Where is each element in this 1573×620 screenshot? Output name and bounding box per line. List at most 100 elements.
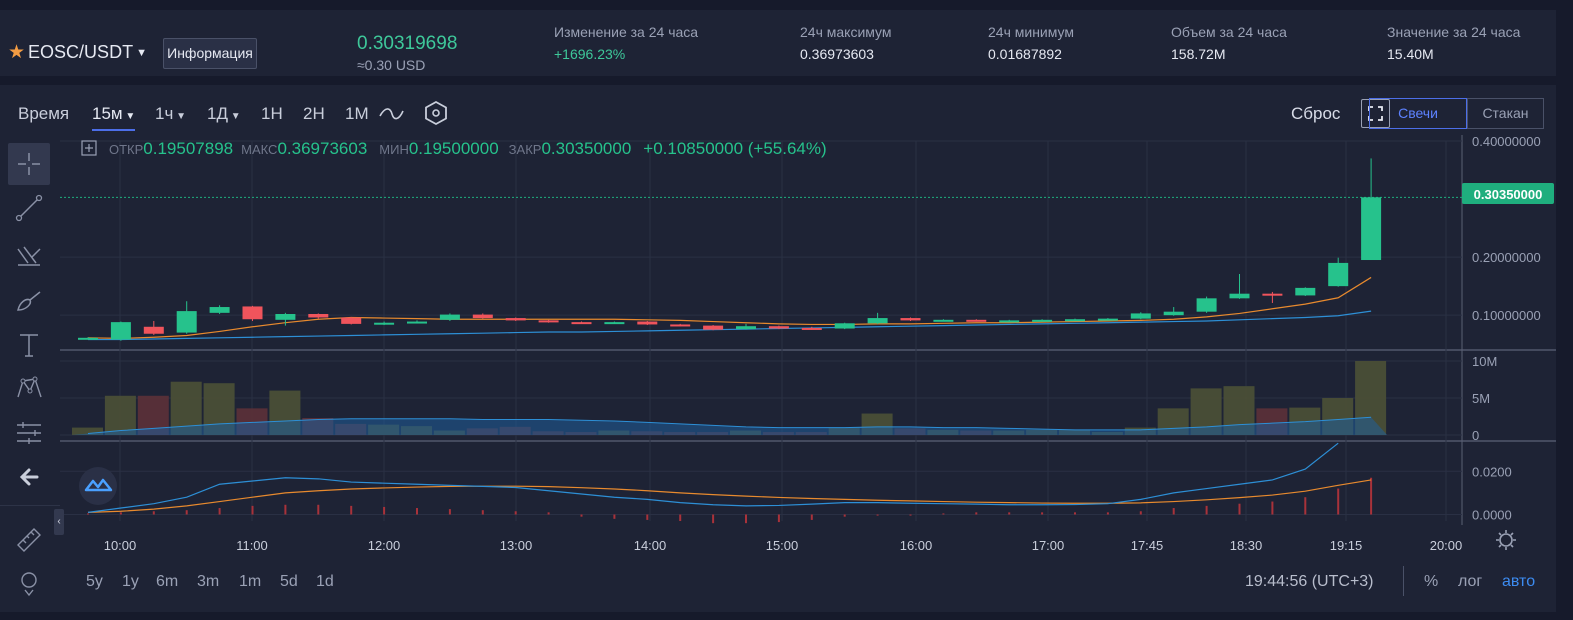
range-1y[interactable]: 1y: [122, 573, 139, 590]
chevron-down-icon: ▼: [136, 46, 147, 59]
stat-value: 15.40M: [1387, 46, 1434, 62]
time-tick-label: 17:45: [1131, 538, 1164, 553]
macd-histogram-bar: [251, 505, 254, 515]
price-chart[interactable]: 10:00 11:00 12:00 13:00 14:00 15:00 16:00 17:00…: [60, 85, 1556, 565]
volume-tick-label: 5M: [1472, 391, 1490, 406]
text-icon: [20, 334, 38, 357]
candle-body: [703, 325, 724, 330]
chart-clock: 19:44:56 (UTC+3): [1245, 573, 1374, 590]
tf-time[interactable]: Время: [18, 104, 70, 123]
macd-histogram-bar: [580, 514, 583, 517]
drawing-tools-sidebar: [0, 141, 60, 612]
candle-body: [1229, 293, 1250, 299]
macd-histogram-bar: [646, 514, 649, 520]
macd-histogram-bar: [1172, 508, 1175, 515]
chart-grid: [60, 135, 1556, 525]
chart-panel: Время 15м ▼ 1ч ▼ 1Д ▼ 1Н 2Н 1М Сброс Све…: [0, 85, 1556, 612]
candle-body: [308, 314, 329, 318]
info-button[interactable]: Информация: [163, 38, 257, 69]
stat-value: 158.72M: [1171, 46, 1226, 62]
tf-1h[interactable]: 1ч ▼: [155, 104, 186, 124]
indicator-tick-label: 0.0000: [1472, 508, 1512, 523]
watermark-logo: [79, 467, 117, 505]
pattern-tool[interactable]: [8, 367, 50, 409]
indicators-hexagon-icon[interactable]: [423, 100, 449, 126]
stat-volume-24h: Объем за 24 часа 158.72M: [1171, 24, 1287, 62]
stat-value-24h: Значение за 24 часа 15.40M: [1387, 24, 1520, 62]
sidebar-divider: [0, 505, 60, 506]
candle-body: [176, 311, 197, 333]
brush-tool[interactable]: [8, 280, 50, 322]
crosshair-tool[interactable]: [8, 143, 50, 185]
range-1d[interactable]: 1d: [316, 573, 334, 590]
settings-gear-icon[interactable]: [1496, 530, 1516, 550]
stat-change-24h: Изменение за 24 часа +1696.23%: [554, 24, 698, 62]
indicator-pane: [87, 442, 1373, 524]
candle-body: [1328, 262, 1349, 287]
footer-divider: [1403, 566, 1404, 596]
range-1m[interactable]: 1m: [239, 573, 262, 590]
macd-histogram-bar: [416, 508, 418, 515]
tf-2w[interactable]: 2Н: [303, 104, 325, 123]
ohlc-open-value: 0.19507898: [143, 139, 233, 158]
candle-body: [768, 326, 789, 329]
stat-high-24h: 24ч максимум 0.36973603: [800, 24, 892, 62]
favorite-star-icon[interactable]: ★: [8, 42, 26, 63]
measure-tool[interactable]: [8, 517, 50, 559]
pane-collapse-handle[interactable]: ‹: [54, 509, 64, 535]
range-3m[interactable]: 3m: [197, 573, 220, 590]
macd-histogram-bar: [383, 506, 386, 515]
ruler-lines-tool[interactable]: [8, 412, 50, 454]
macd-histogram-bar: [481, 510, 484, 515]
ohlc-low-value: 0.19500000: [409, 139, 499, 158]
tf-1w[interactable]: 1Н: [261, 104, 283, 123]
stat-value: 0.01687892: [988, 46, 1062, 62]
tf-1mo[interactable]: 1М: [345, 104, 369, 123]
candle-body: [78, 337, 98, 340]
candle-body: [1097, 318, 1118, 321]
chevron-down-icon: ▼: [173, 111, 186, 122]
range-6m[interactable]: 6m: [156, 573, 179, 590]
range-5d[interactable]: 5d: [280, 573, 298, 590]
view-candles-button[interactable]: Свечи: [1369, 98, 1467, 129]
current-price-tag: [1462, 183, 1554, 204]
volume-ma-line: [87, 416, 1372, 435]
macd-signal-line: [87, 479, 1372, 513]
line-chart-type-icon[interactable]: [378, 105, 405, 123]
candle-body: [407, 321, 427, 324]
view-orderbook-button[interactable]: Стакан: [1467, 98, 1544, 129]
text-tool[interactable]: [8, 324, 50, 366]
stat-low-24h: 24ч минимум 0.01687892: [988, 24, 1074, 62]
tf-15m[interactable]: 15м ▼: [92, 104, 136, 131]
candle-body: [374, 322, 395, 325]
macd-histogram-bar: [1370, 477, 1373, 515]
marker-icon: [21, 572, 37, 597]
range-5y[interactable]: 5y: [86, 573, 103, 590]
auto-scale-toggle[interactable]: авто: [1502, 573, 1536, 590]
fib-tool[interactable]: [8, 235, 50, 277]
candle-body: [538, 320, 559, 323]
pair-selector[interactable]: ★ EOSC/USDT ▼: [8, 42, 147, 63]
trend-line-tool[interactable]: [8, 187, 50, 229]
candle-body: [1163, 311, 1184, 316]
reset-button[interactable]: Сброс: [1291, 104, 1341, 123]
percent-scale-toggle[interactable]: %: [1424, 573, 1439, 590]
collapse-sidebar-button[interactable]: [8, 456, 50, 498]
candle-body: [1065, 319, 1085, 322]
marker-tool[interactable]: [8, 563, 50, 605]
macd-histogram-bar: [1238, 503, 1241, 515]
candle-body: [110, 322, 131, 340]
macd-histogram-bar: [448, 509, 451, 515]
ohlc-high-value: 0.36973603: [277, 139, 367, 158]
chevron-down-icon: ▼: [227, 111, 241, 122]
tf-1d[interactable]: 1Д ▼: [207, 104, 241, 124]
candle-body: [999, 320, 1020, 323]
legend-expand-icon[interactable]: [81, 140, 97, 156]
stat-value: 0.36973603: [800, 46, 874, 62]
macd-histogram-bar: [1074, 512, 1076, 515]
macd-histogram-bar: [1304, 497, 1307, 515]
ticker-header: ★ EOSC/USDT ▼ Информация 0.30319698 ≈0.3…: [0, 10, 1556, 76]
macd-histogram-bar: [1271, 501, 1274, 515]
candle-body: [1130, 313, 1151, 319]
log-scale-toggle[interactable]: лог: [1458, 573, 1483, 590]
